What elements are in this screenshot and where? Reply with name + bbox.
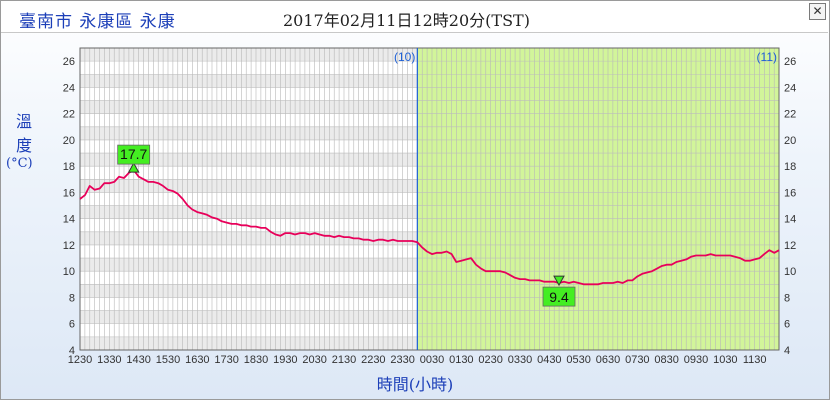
x-tick-label: 0830 xyxy=(654,354,678,366)
y-tick-label-left: 12 xyxy=(63,240,75,252)
max-marker xyxy=(127,162,140,173)
y-tick-label-left: 8 xyxy=(69,292,75,304)
min-marker xyxy=(553,275,565,287)
x-tick-label: 1730 xyxy=(214,354,238,366)
x-tick-label: 0330 xyxy=(508,354,532,366)
y-axis-title-char-1: 溫 xyxy=(16,112,33,131)
grid-band xyxy=(80,192,418,206)
x-tick-label: 2230 xyxy=(361,354,385,366)
x-tick-label: 0730 xyxy=(625,354,649,366)
grid-band xyxy=(80,284,418,298)
x-tick-label: 0230 xyxy=(478,354,502,366)
y-tick-label-right: 4 xyxy=(784,345,790,357)
x-tick-label: 0430 xyxy=(537,354,561,366)
grid-band xyxy=(80,153,418,167)
x-tick-label: 1230 xyxy=(68,354,92,366)
y-tick-label-left: 16 xyxy=(63,187,75,199)
grid-band xyxy=(80,61,418,75)
grid-band xyxy=(80,297,418,311)
day-marker-label: (11) xyxy=(757,50,777,64)
grid-band xyxy=(80,244,418,259)
y-axis-title-char-2: 度 xyxy=(16,136,33,155)
x-tick-label: 1330 xyxy=(97,354,121,366)
x-tick-label: 2330 xyxy=(390,354,414,366)
max-value-box xyxy=(117,144,151,165)
grid-band xyxy=(80,87,418,101)
x-tick-label: 2130 xyxy=(332,354,356,366)
grid-band xyxy=(80,271,418,285)
title-bar: 臺南市 永康區 永康 2017年02月11日12時20分(TST) ✕ xyxy=(1,1,828,33)
y-tick-label-right: 6 xyxy=(784,319,790,331)
grid-band xyxy=(80,323,418,337)
x-axis-title: 時間(小時) xyxy=(376,375,454,394)
y-tick-label-left: 24 xyxy=(63,82,75,94)
grid-band xyxy=(80,231,418,245)
y-tick-label-right: 22 xyxy=(784,109,796,121)
y-tick-label-left: 4 xyxy=(69,345,75,357)
min-value-label: 9.4 xyxy=(549,289,569,305)
y-tick-label-right: 20 xyxy=(784,135,796,147)
x-tick-label: 0130 xyxy=(449,354,473,366)
y-tick-label-left: 26 xyxy=(63,56,75,68)
station-name: 臺南市 永康區 永康 xyxy=(19,12,176,32)
x-tick-label: 0530 xyxy=(566,354,590,366)
grid-band xyxy=(80,100,418,114)
y-axis-unit: (°C) xyxy=(6,156,33,171)
x-tick-label: 0030 xyxy=(420,354,444,366)
x-tick-label: 2030 xyxy=(302,354,326,366)
y-tick-label-left: 10 xyxy=(63,266,75,278)
x-tick-label: 1930 xyxy=(273,354,297,366)
grid-band xyxy=(80,166,418,180)
y-tick-label-left: 22 xyxy=(63,109,75,121)
x-tick-label: 1630 xyxy=(185,354,209,366)
grid-band xyxy=(80,126,418,140)
x-tick-label: 1030 xyxy=(713,354,737,366)
y-tick-label-right: 10 xyxy=(784,266,796,278)
y-tick-label-right: 16 xyxy=(784,187,796,199)
x-tick-label: 1130 xyxy=(743,354,767,366)
y-tick-label-right: 18 xyxy=(784,161,796,173)
temperature-series-line xyxy=(79,169,780,286)
x-tick-label: 0930 xyxy=(684,354,708,366)
y-tick-label-right: 26 xyxy=(784,56,796,68)
y-tick-label-left: 6 xyxy=(69,319,75,331)
y-tick-label-right: 8 xyxy=(784,292,790,304)
y-tick-label-left: 20 xyxy=(63,135,75,147)
y-tick-label-left: 18 xyxy=(63,161,75,173)
observation-datetime: 2017年02月11日12時20分(TST) xyxy=(283,11,530,30)
max-value-label: 17.7 xyxy=(120,146,147,162)
x-tick-label: 1530 xyxy=(156,354,180,366)
grid-band xyxy=(80,113,418,127)
y-tick-label-right: 24 xyxy=(784,82,796,94)
close-button[interactable]: ✕ xyxy=(809,3,826,20)
min-value-box xyxy=(542,286,576,307)
x-tick-label: 0630 xyxy=(596,354,620,366)
y-tick-label-left: 14 xyxy=(63,214,75,226)
grid-band xyxy=(80,179,418,193)
y-tick-label-right: 12 xyxy=(784,240,796,252)
grid-band xyxy=(80,74,418,88)
x-tick-label: 1430 xyxy=(126,354,150,366)
grid-band xyxy=(80,310,418,324)
grid-band xyxy=(80,258,418,272)
y-tick-label-right: 14 xyxy=(784,214,796,226)
grid-band xyxy=(80,48,418,62)
grid-band xyxy=(80,139,418,154)
grid-band xyxy=(80,336,418,350)
day-marker-label: (10) xyxy=(394,50,415,64)
x-tick-label: 1830 xyxy=(244,354,268,366)
grid-band xyxy=(80,205,418,219)
